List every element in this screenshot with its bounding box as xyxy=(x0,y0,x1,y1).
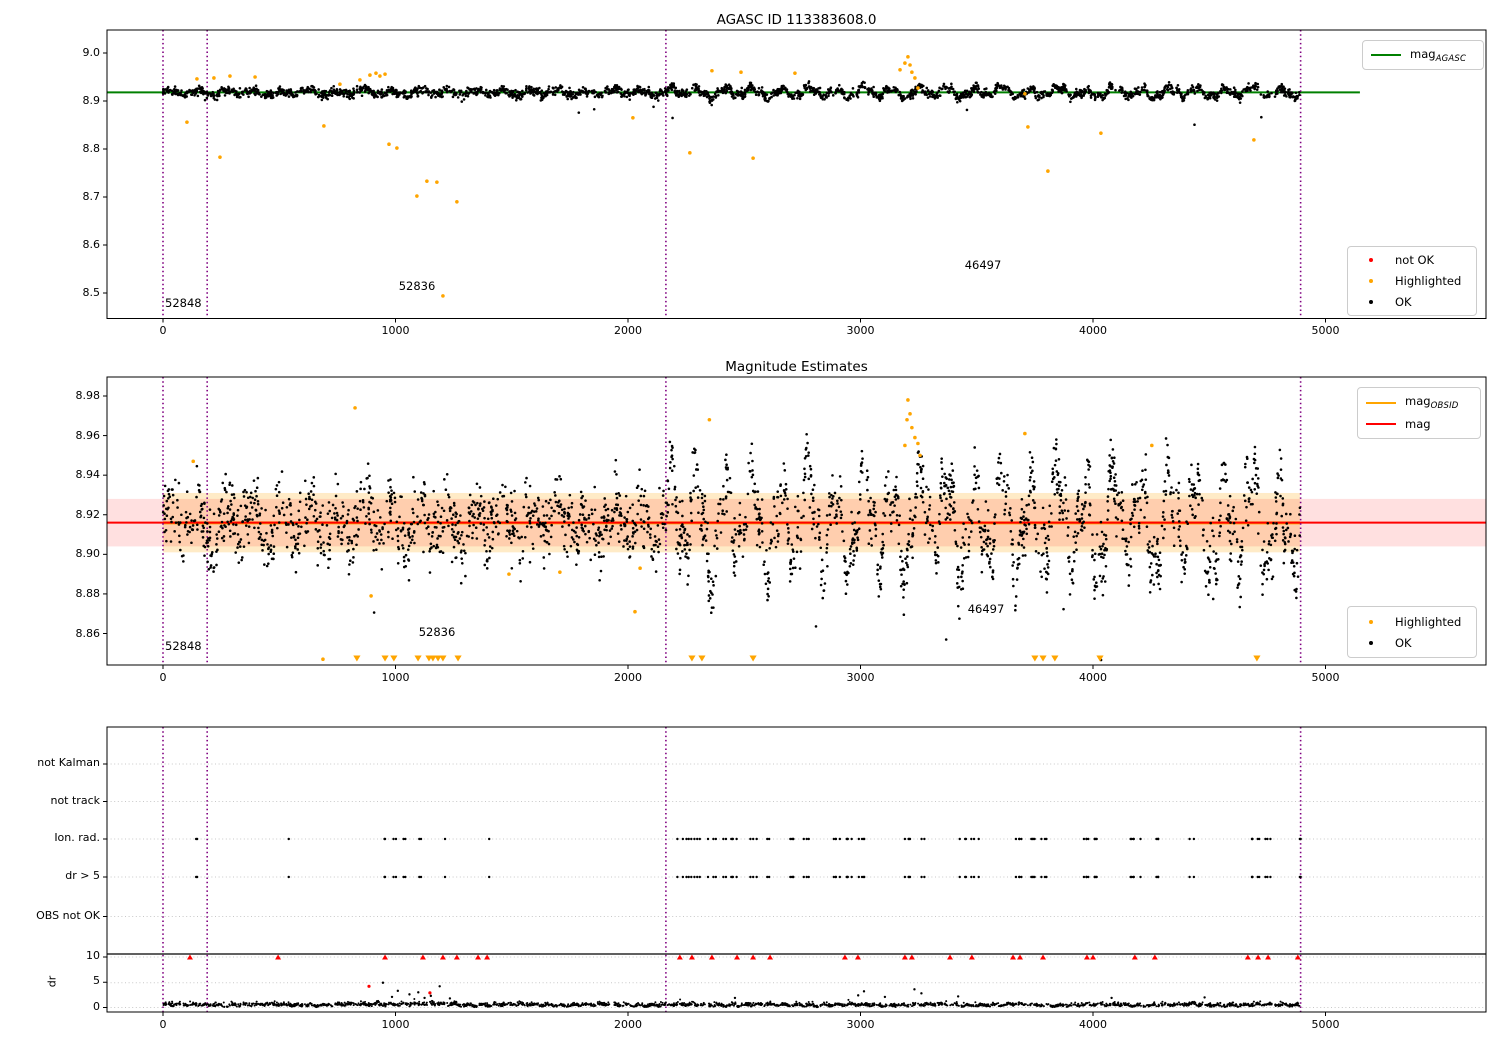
x-tick-label: 1000 xyxy=(381,1018,410,1031)
y-tick-label: 8.98 xyxy=(75,389,101,402)
obsid-annotation: 46497 xyxy=(964,258,1002,272)
legend-label: magAGASC xyxy=(1410,46,1467,64)
y-tick-label: 8.7 xyxy=(82,190,101,203)
x-tick-label: 3000 xyxy=(846,324,875,337)
legend-mid-lines: magOBSID mag xyxy=(1357,387,1481,439)
red-dot-swatch xyxy=(1356,258,1386,263)
legend-mag-agasc: magAGASC xyxy=(1362,40,1484,70)
x-tick-label: 4000 xyxy=(1079,1018,1107,1031)
legend-row: Highlighted xyxy=(1356,611,1468,632)
y-tick-label: 8.90 xyxy=(75,547,101,561)
orange-dot-swatch xyxy=(1356,619,1386,624)
x-tick-label: 1000 xyxy=(381,671,410,684)
flag-row-label: OBS not OK xyxy=(36,908,100,922)
legend-row: not OK xyxy=(1356,250,1468,271)
legend-row: OK xyxy=(1356,632,1468,653)
plot1-title: AGASC ID 113383608.0 xyxy=(716,12,877,28)
y-tick-label: 8.92 xyxy=(75,507,101,521)
y-tick-label: 8.86 xyxy=(75,626,101,640)
legend-row: mag xyxy=(1366,413,1472,434)
y-tick-label: 8.96 xyxy=(75,428,101,442)
legend-mid-status: Highlighted OK xyxy=(1347,606,1477,658)
x-tick-label: 4000 xyxy=(1079,324,1107,337)
dr-tick-label: 0 xyxy=(93,999,100,1013)
dr-tick-label: 5 xyxy=(93,974,100,988)
green-line-swatch xyxy=(1371,54,1401,56)
legend-label: Highlighted xyxy=(1395,274,1462,288)
obsid-annotation: 52836 xyxy=(398,279,436,293)
legend-row: magOBSID xyxy=(1366,392,1472,413)
y-tick-label: 8.5 xyxy=(82,286,101,299)
obsid-annotation: 52836 xyxy=(418,625,456,639)
black-dot-swatch xyxy=(1356,640,1386,645)
orange-line-swatch xyxy=(1366,401,1396,404)
black-dot-swatch xyxy=(1356,299,1386,304)
legend-label: mag xyxy=(1405,416,1431,431)
y-tick-label: 8.6 xyxy=(82,238,101,251)
flag-row-label: not Kalman xyxy=(37,756,100,769)
x-tick-label: 0 xyxy=(159,324,167,337)
y-tick-label: 8.8 xyxy=(82,142,101,155)
y-tick-label: 8.88 xyxy=(75,586,101,600)
x-tick-label: 2000 xyxy=(614,671,642,684)
flag-row-label: not track xyxy=(50,793,100,807)
x-tick-label: 5000 xyxy=(1311,324,1340,337)
legend-top-status: not OK Highlighted OK xyxy=(1347,246,1477,316)
plot2-title: Magnitude Estimates xyxy=(725,359,868,375)
legend-label: OK xyxy=(1395,294,1412,309)
legend-label: not OK xyxy=(1395,253,1435,268)
x-tick-label: 3000 xyxy=(846,671,875,684)
y-tick-label: 8.9 xyxy=(82,94,101,107)
legend-row: Highlighted xyxy=(1356,271,1468,292)
flag-row-label: dr > 5 xyxy=(65,869,100,882)
legend-row: OK xyxy=(1356,291,1468,312)
x-tick-label: 0 xyxy=(159,1018,167,1031)
flag-row-label: Ion. rad. xyxy=(54,831,100,844)
x-tick-label: 1000 xyxy=(381,324,410,337)
x-tick-label: 2000 xyxy=(614,1018,642,1031)
x-tick-label: 2000 xyxy=(614,324,642,337)
obsid-annotation: 52848 xyxy=(165,296,202,310)
x-tick-label: 5000 xyxy=(1311,671,1340,684)
x-tick-label: 4000 xyxy=(1079,671,1107,684)
legend-row: magAGASC xyxy=(1371,45,1475,66)
y-tick-label: 8.94 xyxy=(75,468,101,482)
legend-label: OK xyxy=(1395,635,1412,650)
orange-dot-swatch xyxy=(1356,279,1386,283)
y-tick-label: 9.0 xyxy=(82,46,101,59)
obsid-annotation: 46497 xyxy=(967,602,1005,616)
legend-label: Highlighted xyxy=(1395,614,1462,629)
legend-label: magOBSID xyxy=(1405,394,1459,411)
x-tick-label: 3000 xyxy=(846,1018,875,1031)
x-tick-label: 0 xyxy=(159,671,167,684)
dr-tick-label: 10 xyxy=(86,949,100,962)
x-tick-label: 5000 xyxy=(1311,1018,1340,1031)
obsid-annotation: 52848 xyxy=(165,639,202,653)
red-line-swatch xyxy=(1366,422,1396,425)
